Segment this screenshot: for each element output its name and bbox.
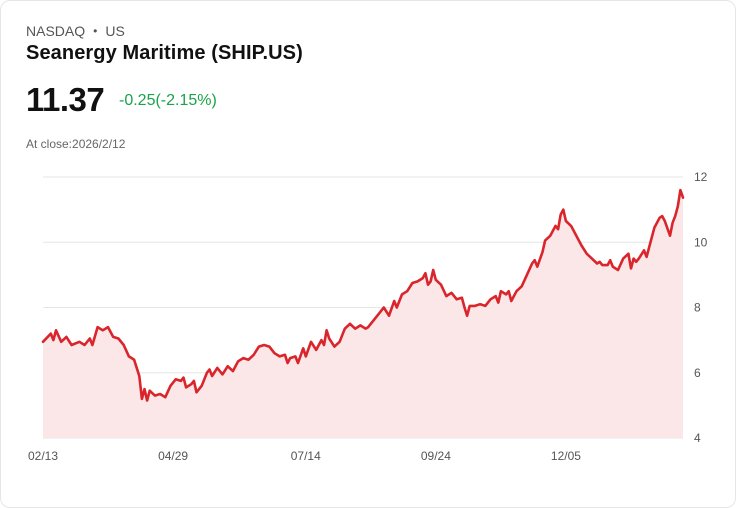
stock-name: Seanergy Maritime (SHIP.US) <box>26 42 303 64</box>
current-price: 11.37 <box>26 81 105 118</box>
y-tick-label-10: 10 <box>694 235 708 249</box>
x-tick-label-02-13: 02/13 <box>28 449 58 463</box>
exchange-info: NASDAQ • US <box>26 23 125 39</box>
y-tick-label-8: 8 <box>694 301 701 315</box>
region-label: US <box>105 23 125 39</box>
separator-dot: • <box>93 24 98 38</box>
y-tick-label-6: 6 <box>694 366 701 380</box>
x-tick-label-04-29: 04/29 <box>158 449 188 463</box>
x-tick-label-07-14: 07/14 <box>291 449 321 463</box>
y-tick-label-12: 12 <box>694 170 708 184</box>
x-tick-label-09-24: 09/24 <box>421 449 451 463</box>
price-change: -0.25(-2.15%) <box>119 92 217 109</box>
y-tick-label-4: 4 <box>694 431 701 445</box>
x-tick-label-12-05: 12/05 <box>551 449 581 463</box>
price-area <box>43 190 683 438</box>
price-line <box>41 188 685 402</box>
exchange-label: NASDAQ <box>26 23 86 39</box>
close-date: At close:2026/2/12 <box>26 137 126 151</box>
